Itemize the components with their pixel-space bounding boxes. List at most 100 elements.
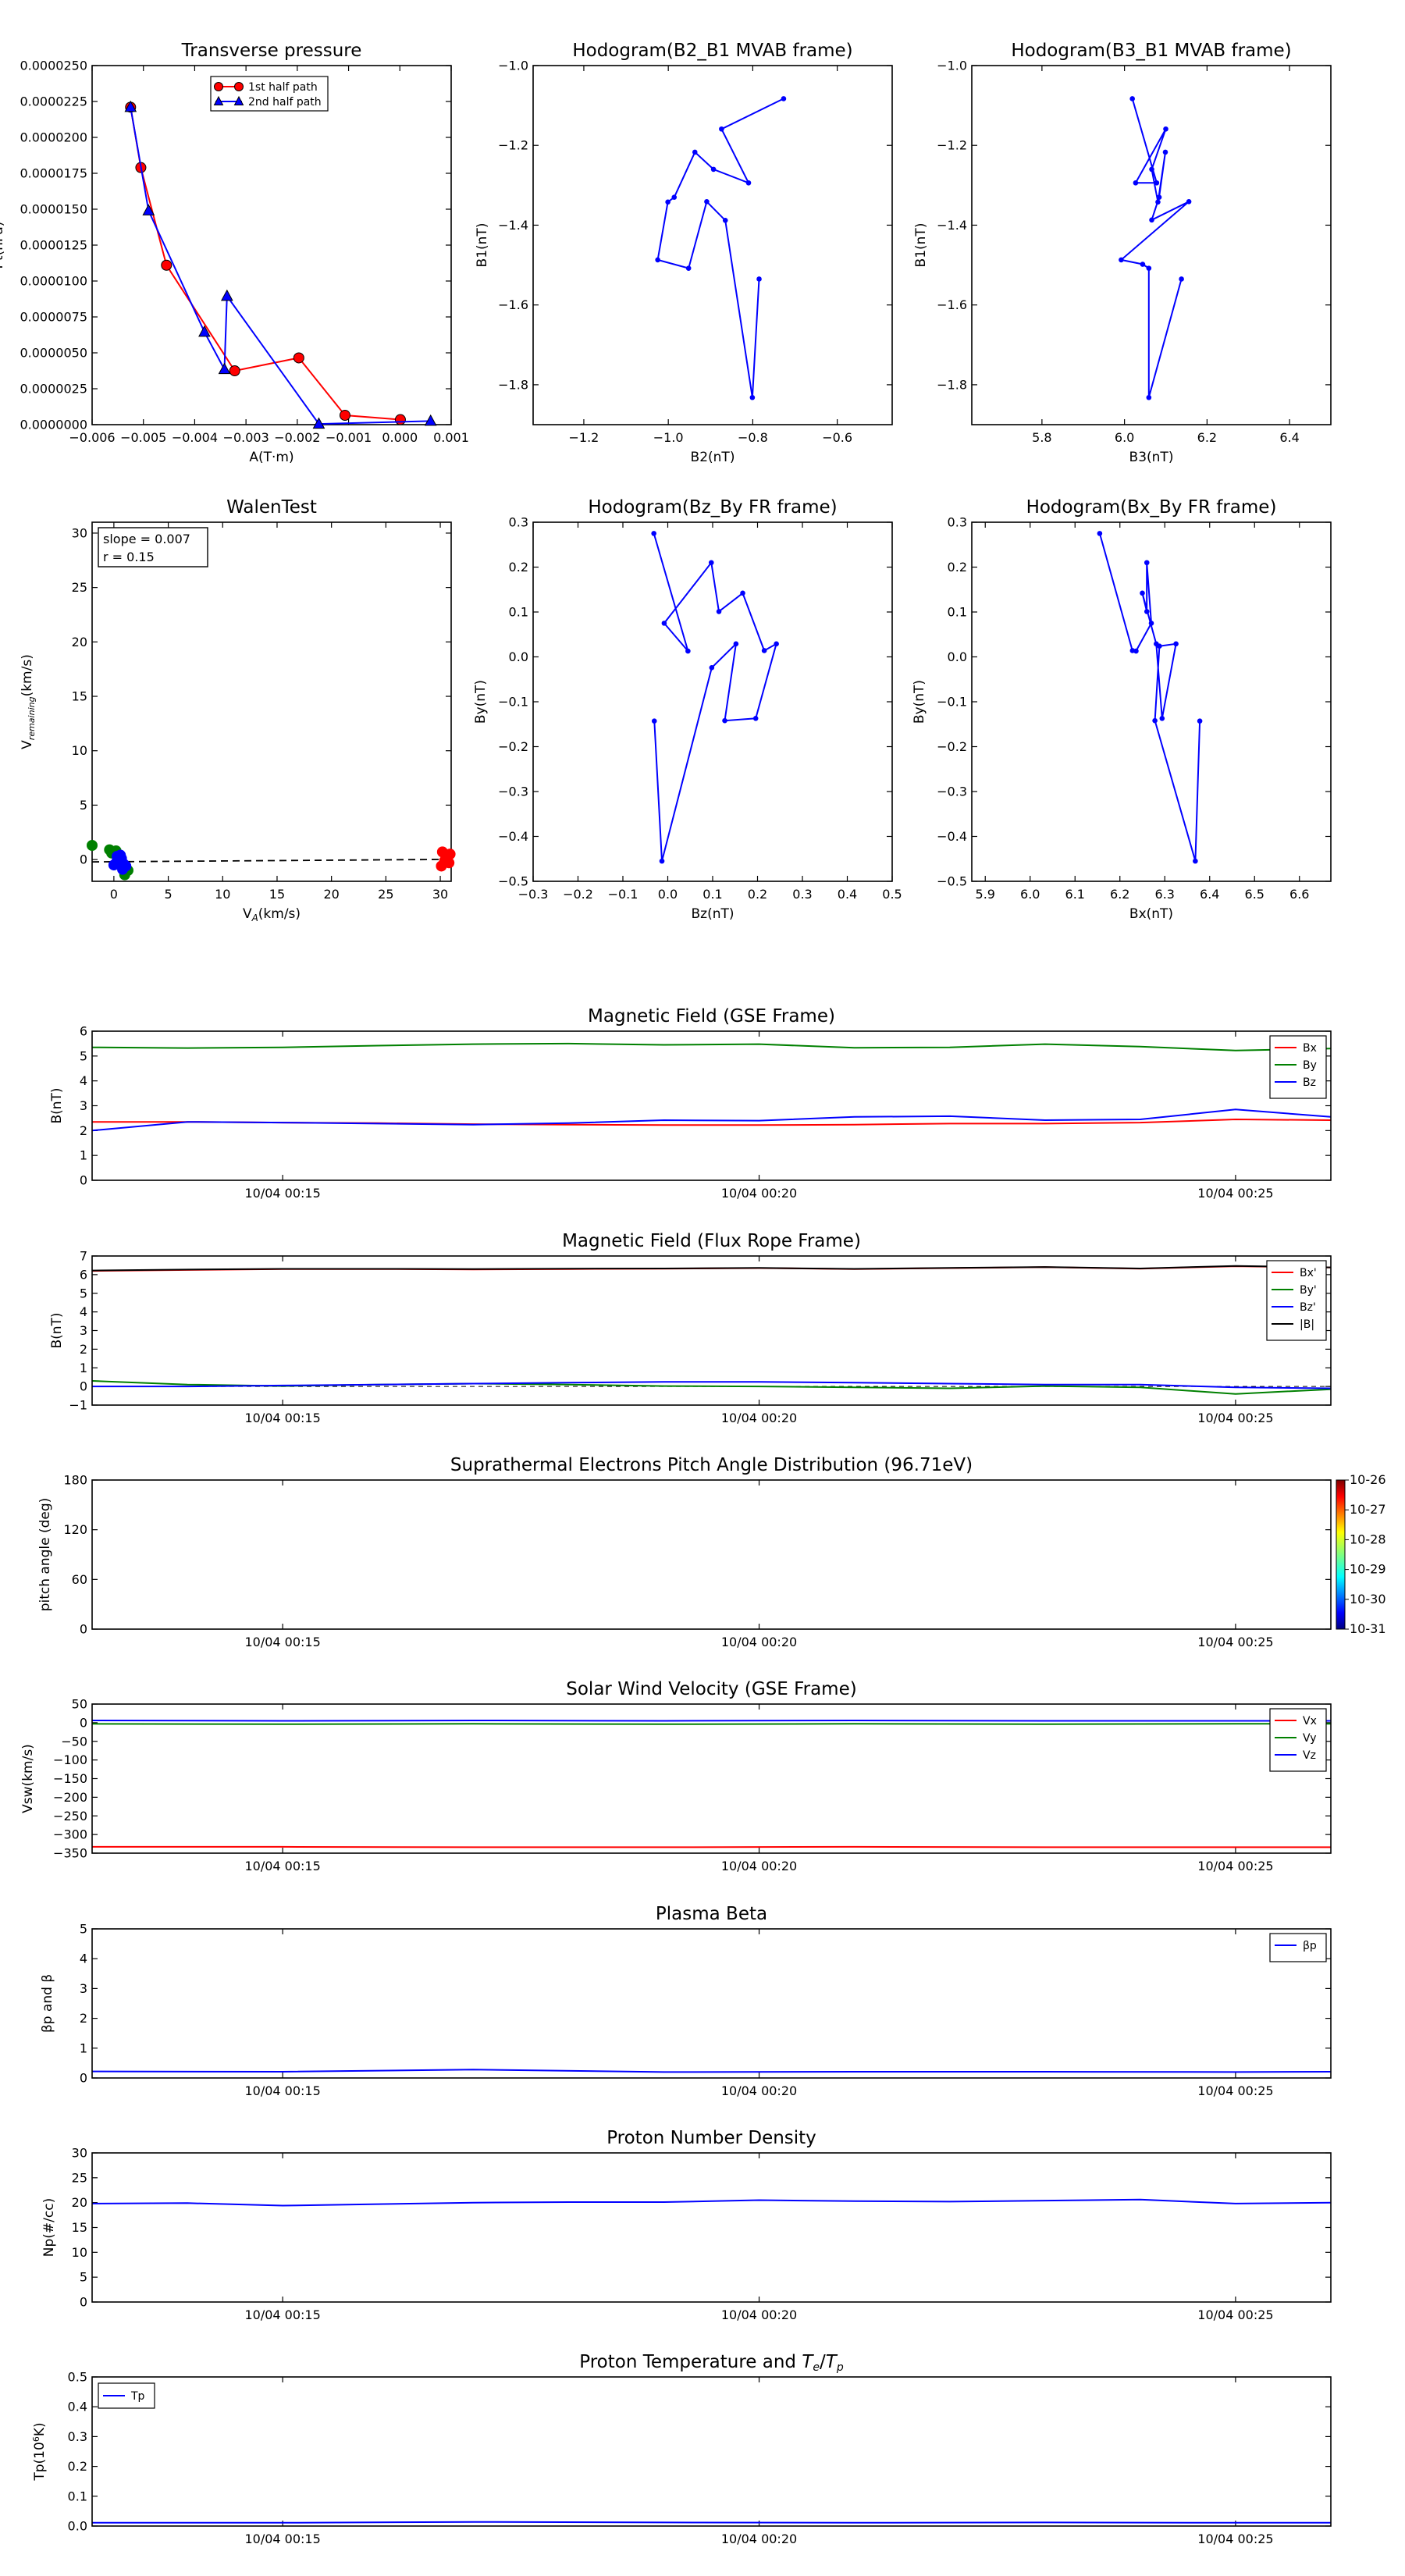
x-tick-label: −1.2 (569, 430, 599, 445)
y-axis-label: pitch angle (deg) (37, 1498, 53, 1612)
colorbar-label: 10-29 (1350, 1562, 1386, 1577)
chart-vsw: 10/04 00:15 10/04 00:20 10/04 00:25 −350 −30… (20, 1679, 1332, 1873)
y-tick-label: 0.0 (509, 649, 528, 664)
chart-tpt: 10/04 00:15 10/04 00:20 10/04 00:25 0.0 0.1 0… (31, 2352, 1332, 2546)
legend-label: |B| (1300, 1318, 1314, 1331)
data-point (756, 276, 762, 282)
y-axis-label: B1(nT) (475, 223, 490, 268)
y-tick-label: 0.0000125 (20, 238, 87, 253)
chart-h31: Hodogram(B3_B1 MVAB frame) 5.8 6.0 6.2 6.4 −1… (913, 41, 1332, 465)
y-tick-label: −1.4 (498, 218, 528, 233)
y-tick-label: 6 (80, 1267, 87, 1282)
chart-title: Solar Wind Velocity (GSE Frame) (566, 1679, 856, 1699)
x-tick-label: 0.2 (748, 887, 767, 902)
chart-title: Hodogram(B3_B1 MVAB frame) (1011, 41, 1291, 61)
data-point (1097, 531, 1103, 536)
data-point (1173, 641, 1179, 647)
x-tick-label: −0.002 (274, 430, 320, 445)
x-tick-label: 6.1 (1065, 887, 1085, 902)
y-tick-label: 5 (80, 1048, 87, 1063)
y-tick-label: 4 (80, 1073, 87, 1088)
y-tick-label: 0.0 (948, 649, 967, 664)
annotation-slope: slope = 0.007 (103, 532, 190, 546)
chart-transverse-pressure: Transverse pressure −0.006 −0.005 −0.004 −0.… (0, 41, 469, 465)
x-tick-label: 10/04 00:25 (1197, 1186, 1273, 1201)
annotation-box (98, 527, 208, 568)
data-point (661, 621, 667, 626)
x-tick-label: 10/04 00:25 (1197, 2307, 1273, 2322)
legend-marker (214, 82, 223, 91)
y-tick-label: −300 (53, 1827, 87, 1842)
annotation-r: r = 0.15 (103, 550, 155, 564)
data-point-circle (161, 259, 173, 271)
data-point (659, 858, 665, 864)
x-tick-label: −0.005 (120, 430, 166, 445)
series-Vx (92, 1845, 1331, 1848)
chart-title: Suprathermal Electrons Pitch Angle Distr… (450, 1455, 973, 1475)
data-point-triangle (142, 204, 155, 215)
data-point (708, 560, 714, 566)
legend-label: Tp (130, 2390, 145, 2403)
data-point-triangle (220, 289, 233, 301)
y-tick-label: 15 (72, 689, 87, 704)
y-axis-label: By(nT) (912, 680, 927, 724)
y-tick-label: 20 (72, 2195, 87, 2210)
x-tick-label: 10/04 00:25 (1197, 2532, 1273, 2546)
scatter-point (439, 855, 450, 866)
axes-frame (91, 1928, 1332, 2079)
legend-label: Bz' (1300, 1301, 1316, 1314)
legend-marker (213, 95, 224, 105)
y-tick-label: −100 (53, 1752, 87, 1767)
x-tick-label: −0.004 (172, 430, 218, 445)
legend-label: Vz (1303, 1749, 1316, 1762)
y-tick-label: −150 (53, 1771, 87, 1786)
legend-marker (234, 82, 244, 91)
y-tick-label: −1.6 (937, 297, 967, 312)
colorbar-label: 10-31 (1350, 1621, 1386, 1636)
x-axis-label: A(T·m) (249, 450, 293, 465)
data-point (1186, 198, 1192, 205)
chart-title: Magnetic Field (Flux Rope Frame) (562, 1231, 861, 1251)
data-point (752, 715, 759, 721)
axes-frame (91, 2376, 1332, 2527)
legend-label: Vx (1303, 1715, 1317, 1727)
data-point (1156, 194, 1162, 200)
data-point (704, 198, 710, 205)
y-tick-label: −200 (53, 1790, 87, 1805)
chart-title: Hodogram(Bz_By FR frame) (588, 497, 837, 518)
x-axis-label: B3(nT) (1129, 450, 1174, 465)
colorbar (1336, 1479, 1346, 1630)
y-tick-label: 30 (72, 525, 87, 540)
y-tick-label: 0.0000150 (20, 202, 87, 217)
x-axis-label: VA(km/s) (243, 906, 301, 923)
axes-frame (532, 65, 893, 425)
chart-h21: Hodogram(B2_B1 MVAB frame) −1.2 −1.0 −0.8 −0… (475, 41, 893, 465)
y-tick-label: 60 (72, 1572, 87, 1587)
data-point (1129, 648, 1136, 653)
data-point (749, 394, 756, 400)
data-point (1154, 641, 1159, 647)
y-tick-label: −50 (61, 1734, 87, 1749)
x-axis-label: Bx(nT) (1129, 906, 1173, 922)
data-point (716, 609, 722, 614)
x-tick-label: −1.0 (653, 430, 684, 445)
data-point (710, 166, 717, 173)
legend-box (1269, 1933, 1327, 1962)
data-point (665, 199, 670, 205)
y-tick-label: −0.5 (498, 874, 528, 889)
data-point (1197, 718, 1203, 724)
x-tick-label: 10/04 00:20 (721, 2083, 797, 2098)
y-axis-label: βp and β (40, 1974, 55, 2033)
y-tick-label: 1 (80, 1361, 87, 1375)
data-point (1133, 180, 1139, 186)
y-tick-label: 2 (80, 1342, 87, 1357)
data-point (1154, 180, 1160, 186)
y-tick-label: −0.3 (498, 785, 528, 799)
y-tick-label: 5 (80, 2270, 87, 2285)
chart-title: Transverse pressure (181, 41, 362, 61)
chart-title: Proton Number Density (606, 2128, 816, 2148)
y-tick-label: 0.1 (509, 605, 528, 620)
y-tick-label: 0.2 (948, 560, 967, 575)
x-tick-label: 10/04 00:20 (721, 1186, 797, 1201)
